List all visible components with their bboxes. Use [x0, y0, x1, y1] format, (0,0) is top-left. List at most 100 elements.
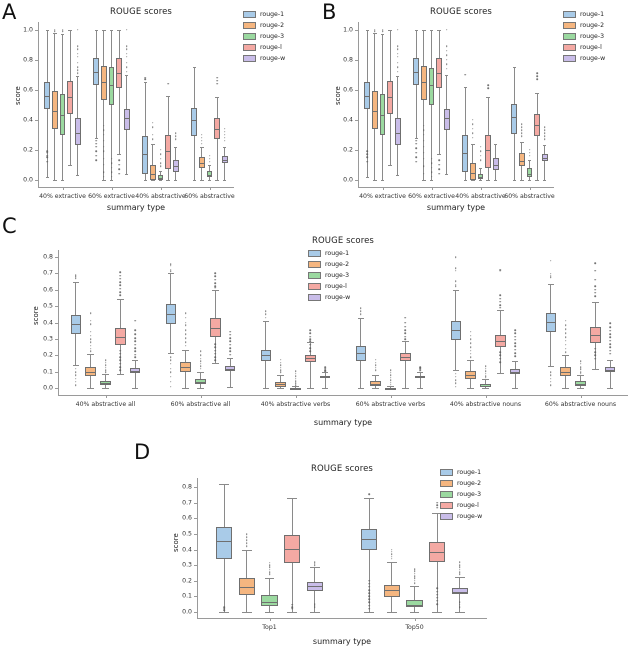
outlier-point: [184, 321, 187, 324]
legend-item-rouge-1[interactable]: rouge-1: [440, 468, 482, 478]
outlier-point: [436, 506, 438, 509]
outlier-point: [76, 66, 79, 68]
legend-item-rouge-1[interactable]: rouge-1: [243, 10, 285, 20]
ytick-mark-B-5: [355, 29, 358, 31]
outlier-point: [413, 579, 416, 582]
outlier-point: [208, 154, 211, 157]
legend-label-rouge-l: rouge-l: [325, 283, 347, 291]
whisker-cap-top: [365, 29, 369, 31]
outlier-point: [594, 288, 597, 291]
outlier-point: [216, 82, 218, 85]
outlier-point: [119, 362, 122, 365]
outlier-point: [294, 377, 297, 380]
outlier-point: [279, 362, 282, 364]
legend-swatch-rouge-3: [563, 33, 576, 41]
legend-item-rouge-l[interactable]: rouge-l: [308, 282, 350, 292]
outlier-point: [95, 142, 97, 145]
legend-item-rouge-w[interactable]: rouge-w: [563, 54, 605, 64]
legend-item-rouge-l[interactable]: rouge-l: [440, 501, 482, 511]
outlier-point: [368, 598, 371, 601]
outlier-point: [423, 145, 425, 148]
median-line: [450, 329, 462, 331]
outlier-point: [214, 278, 217, 281]
legend-item-rouge-2[interactable]: rouge-2: [308, 260, 350, 270]
outlier-point: [246, 533, 248, 535]
outlier-point: [291, 603, 293, 606]
outlier-point: [229, 334, 231, 336]
legend-label-rouge-3: rouge-3: [457, 491, 482, 499]
outlier-point: [134, 337, 136, 339]
legend-item-rouge-2[interactable]: rouge-2: [563, 21, 605, 31]
legend-item-rouge-w[interactable]: rouge-w: [243, 54, 285, 64]
outlier-point: [366, 156, 368, 158]
outlier-point: [75, 275, 77, 278]
outlier-point: [413, 582, 416, 584]
outlier-point: [223, 136, 226, 139]
legend-item-rouge-l[interactable]: rouge-l: [243, 43, 285, 53]
whisker-cap-bottom: [482, 388, 489, 390]
outlier-point: [430, 162, 433, 164]
outlier-point: [521, 123, 523, 125]
outlier-point: [324, 366, 326, 369]
outlier-point: [396, 45, 399, 47]
median-line: [165, 313, 177, 315]
xtick-mark-C-2: [295, 395, 297, 398]
whisker-cap-bottom: [512, 179, 516, 181]
legend-label-rouge-w: rouge-w: [260, 55, 286, 63]
legend-D: rouge-1 rouge-2 rouge-3 rouge-l rouge-w: [440, 468, 482, 523]
whisker-line: [134, 359, 136, 388]
legend-item-rouge-3[interactable]: rouge-3: [243, 32, 285, 42]
median-line: [191, 119, 197, 121]
outlier-point: [201, 136, 203, 139]
outlier-point: [118, 159, 120, 161]
outlier-point: [499, 297, 502, 300]
whisker-cap-top: [527, 160, 532, 161]
box: [180, 362, 191, 372]
legend-item-rouge-w[interactable]: rouge-w: [308, 293, 350, 303]
legend-item-rouge-1[interactable]: rouge-1: [563, 10, 605, 20]
legend-item-rouge-3[interactable]: rouge-3: [308, 271, 350, 281]
whisker-line: [368, 498, 370, 612]
legend-item-rouge-2[interactable]: rouge-2: [440, 479, 482, 489]
outlier-point: [95, 139, 97, 142]
whisker-cap-top: [454, 576, 465, 578]
outlier-point: [455, 280, 457, 283]
whisker-cap-top: [512, 67, 516, 68]
whisker-cap-bottom: [307, 388, 314, 390]
legend-item-rouge-w[interactable]: rouge-w: [440, 512, 482, 522]
outlier-point: [436, 504, 438, 507]
outlier-point: [436, 590, 438, 593]
outlier-point: [119, 274, 122, 277]
outlier-point: [458, 566, 461, 569]
outlier-point: [75, 377, 77, 380]
outlier-point: [75, 371, 77, 373]
outlier-point: [389, 374, 392, 377]
outlier-point: [413, 570, 416, 573]
legend-item-rouge-1[interactable]: rouge-1: [308, 249, 350, 259]
median-line: [129, 370, 141, 372]
xtick-label-B-0: 40% extractive: [359, 193, 406, 200]
legend-item-rouge-3[interactable]: rouge-3: [440, 490, 482, 500]
legend-item-rouge-3[interactable]: rouge-3: [563, 32, 605, 42]
outlier-point: [430, 171, 433, 173]
outlier-point: [374, 364, 377, 367]
legend-item-rouge-l[interactable]: rouge-l: [563, 43, 605, 53]
outlier-point: [423, 172, 425, 175]
xtick-mark-A-1: [111, 187, 113, 190]
whisker-cap-bottom: [577, 388, 584, 390]
whisker-cap-top: [182, 349, 189, 351]
legend-item-rouge-2[interactable]: rouge-2: [243, 21, 285, 31]
outlier-point: [214, 356, 217, 358]
outlier-point: [413, 568, 416, 570]
outlier-point: [134, 347, 136, 349]
outlier-point: [484, 365, 487, 367]
median-line: [542, 157, 548, 159]
outlier-point: [103, 124, 105, 127]
box: [379, 94, 386, 135]
ytick-label-C-2: 0.2: [43, 351, 53, 359]
outlier-point: [550, 377, 552, 380]
legend-swatch-rouge-1: [440, 469, 453, 477]
outlier-point: [381, 30, 384, 32]
median-line: [261, 602, 278, 604]
ytick-mark-A-3: [35, 89, 38, 91]
